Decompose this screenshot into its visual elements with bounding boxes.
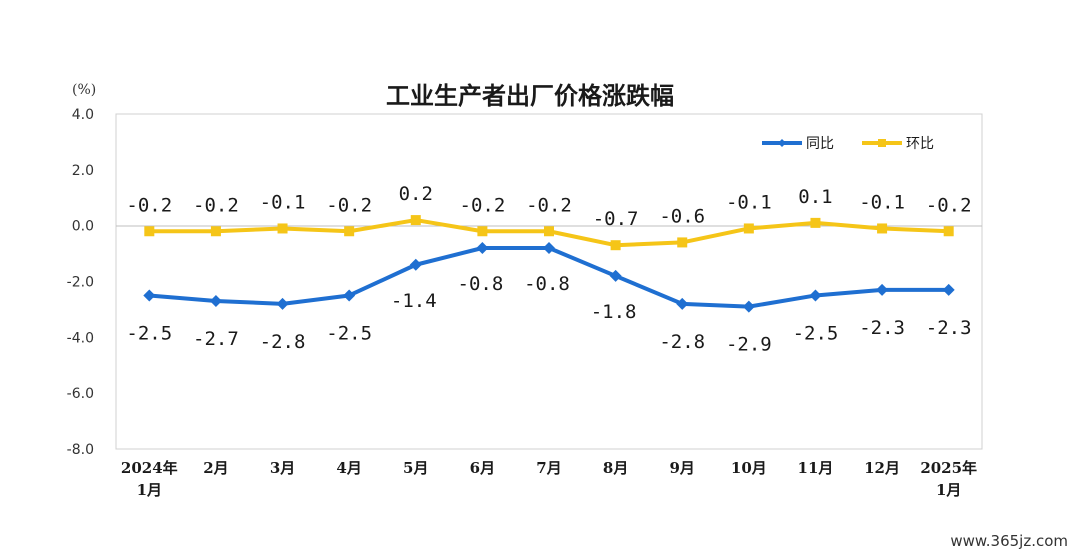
data-point bbox=[277, 223, 288, 234]
x-tick-label: 1月 bbox=[936, 481, 961, 499]
data-point bbox=[809, 289, 822, 302]
data-label: -0.2 bbox=[526, 194, 572, 216]
data-point bbox=[810, 217, 821, 228]
data-point bbox=[344, 226, 355, 237]
data-label: -0.1 bbox=[260, 191, 306, 213]
data-label: -0.8 bbox=[458, 273, 504, 295]
data-label: -2.3 bbox=[859, 317, 905, 339]
data-label: -2.5 bbox=[326, 322, 372, 344]
data-label: -2.8 bbox=[260, 331, 306, 353]
series-lines bbox=[143, 215, 955, 313]
data-point bbox=[942, 283, 955, 296]
y-tick-label: -2.0 bbox=[67, 275, 94, 291]
data-point bbox=[943, 226, 954, 237]
data-point bbox=[476, 242, 489, 254]
x-tick-label: 7月 bbox=[536, 459, 561, 477]
data-label: -2.5 bbox=[793, 322, 839, 344]
x-tick-label: 8月 bbox=[603, 459, 628, 477]
legend-marker bbox=[878, 139, 886, 147]
data-point bbox=[877, 223, 888, 234]
data-label: -2.7 bbox=[193, 328, 239, 350]
data-point bbox=[543, 242, 555, 254]
data-point bbox=[610, 240, 621, 251]
data-point bbox=[210, 226, 221, 237]
data-point bbox=[410, 215, 421, 226]
data-label: -1.8 bbox=[591, 301, 637, 323]
watermark: www.365jz.com bbox=[950, 532, 1068, 550]
data-label: -0.2 bbox=[126, 194, 172, 216]
data-point bbox=[677, 237, 688, 248]
data-point bbox=[276, 297, 289, 310]
data-label: -1.4 bbox=[391, 290, 437, 312]
data-label: -0.1 bbox=[726, 191, 772, 213]
data-point bbox=[343, 289, 356, 302]
y-tick-label: -6.0 bbox=[67, 386, 94, 402]
x-tick-label: 4月 bbox=[336, 459, 361, 477]
data-point bbox=[742, 300, 755, 313]
data-label: -0.2 bbox=[926, 194, 972, 216]
x-tick-label: 2024年 bbox=[121, 459, 178, 477]
x-tick-label: 9月 bbox=[670, 459, 695, 477]
x-tick-label: 2月 bbox=[203, 459, 228, 477]
data-label: 0.1 bbox=[798, 186, 832, 208]
data-point bbox=[477, 226, 488, 237]
data-point bbox=[409, 258, 422, 271]
legend-label: 同比 bbox=[806, 136, 834, 152]
x-axis-ticks: 2024年 1月 2月 3月 4月 5月 6月 7月 8月 9月 10月 11月 12月 2025年 1月 bbox=[121, 459, 977, 499]
legend-label: 环比 bbox=[906, 136, 934, 152]
y-tick-label: -8.0 bbox=[67, 442, 94, 458]
data-label: -0.2 bbox=[460, 194, 506, 216]
data-label: -2.5 bbox=[126, 322, 172, 344]
data-point bbox=[876, 283, 889, 296]
data-point bbox=[144, 226, 155, 237]
data-label: -0.6 bbox=[659, 205, 705, 227]
data-label: 0.2 bbox=[399, 183, 433, 205]
data-point bbox=[743, 223, 754, 234]
data-point bbox=[143, 289, 156, 302]
plot-area-border bbox=[115, 113, 983, 450]
x-tick-label: 6月 bbox=[470, 459, 495, 477]
y-unit-label: (%) bbox=[72, 82, 96, 98]
y-tick-label: 4.0 bbox=[72, 107, 94, 123]
legend-marker bbox=[778, 139, 786, 147]
x-tick-label: 3月 bbox=[270, 459, 295, 477]
data-labels: -2.5 -2.7 -2.8 -2.5 -1.4 -0.8 -0.8 -1.8 -2.8 -2.9… bbox=[126, 183, 971, 356]
data-point bbox=[544, 226, 554, 237]
data-label: -0.2 bbox=[326, 194, 372, 216]
data-point bbox=[609, 269, 622, 282]
x-tick-label: 11月 bbox=[798, 459, 834, 477]
data-label: -0.1 bbox=[859, 191, 905, 213]
x-tick-label: 1月 bbox=[137, 481, 162, 499]
data-label: -0.8 bbox=[524, 273, 570, 295]
data-label: -0.7 bbox=[593, 208, 639, 230]
data-point bbox=[209, 295, 222, 308]
data-label: -0.2 bbox=[193, 194, 239, 216]
data-label: -2.8 bbox=[659, 331, 705, 353]
x-tick-label: 2025年 bbox=[920, 459, 977, 477]
data-label: -2.3 bbox=[926, 317, 972, 339]
x-tick-label: 10月 bbox=[731, 459, 767, 477]
legend: 同比 环比 bbox=[762, 136, 934, 152]
x-tick-label: 12月 bbox=[864, 459, 900, 477]
y-tick-label: 2.0 bbox=[72, 163, 94, 179]
data-label: -2.9 bbox=[726, 334, 772, 356]
y-tick-label: 0.0 bbox=[72, 219, 94, 235]
y-tick-label: -4.0 bbox=[67, 330, 94, 346]
y-axis-ticks: 4.0 2.0 0.0 -2.0 -4.0 -6.0 -8.0 bbox=[67, 107, 94, 458]
x-tick-label: 5月 bbox=[403, 459, 428, 477]
data-point bbox=[676, 297, 689, 310]
chart-title: 工业生产者出厂价格涨跌幅 bbox=[386, 82, 674, 110]
